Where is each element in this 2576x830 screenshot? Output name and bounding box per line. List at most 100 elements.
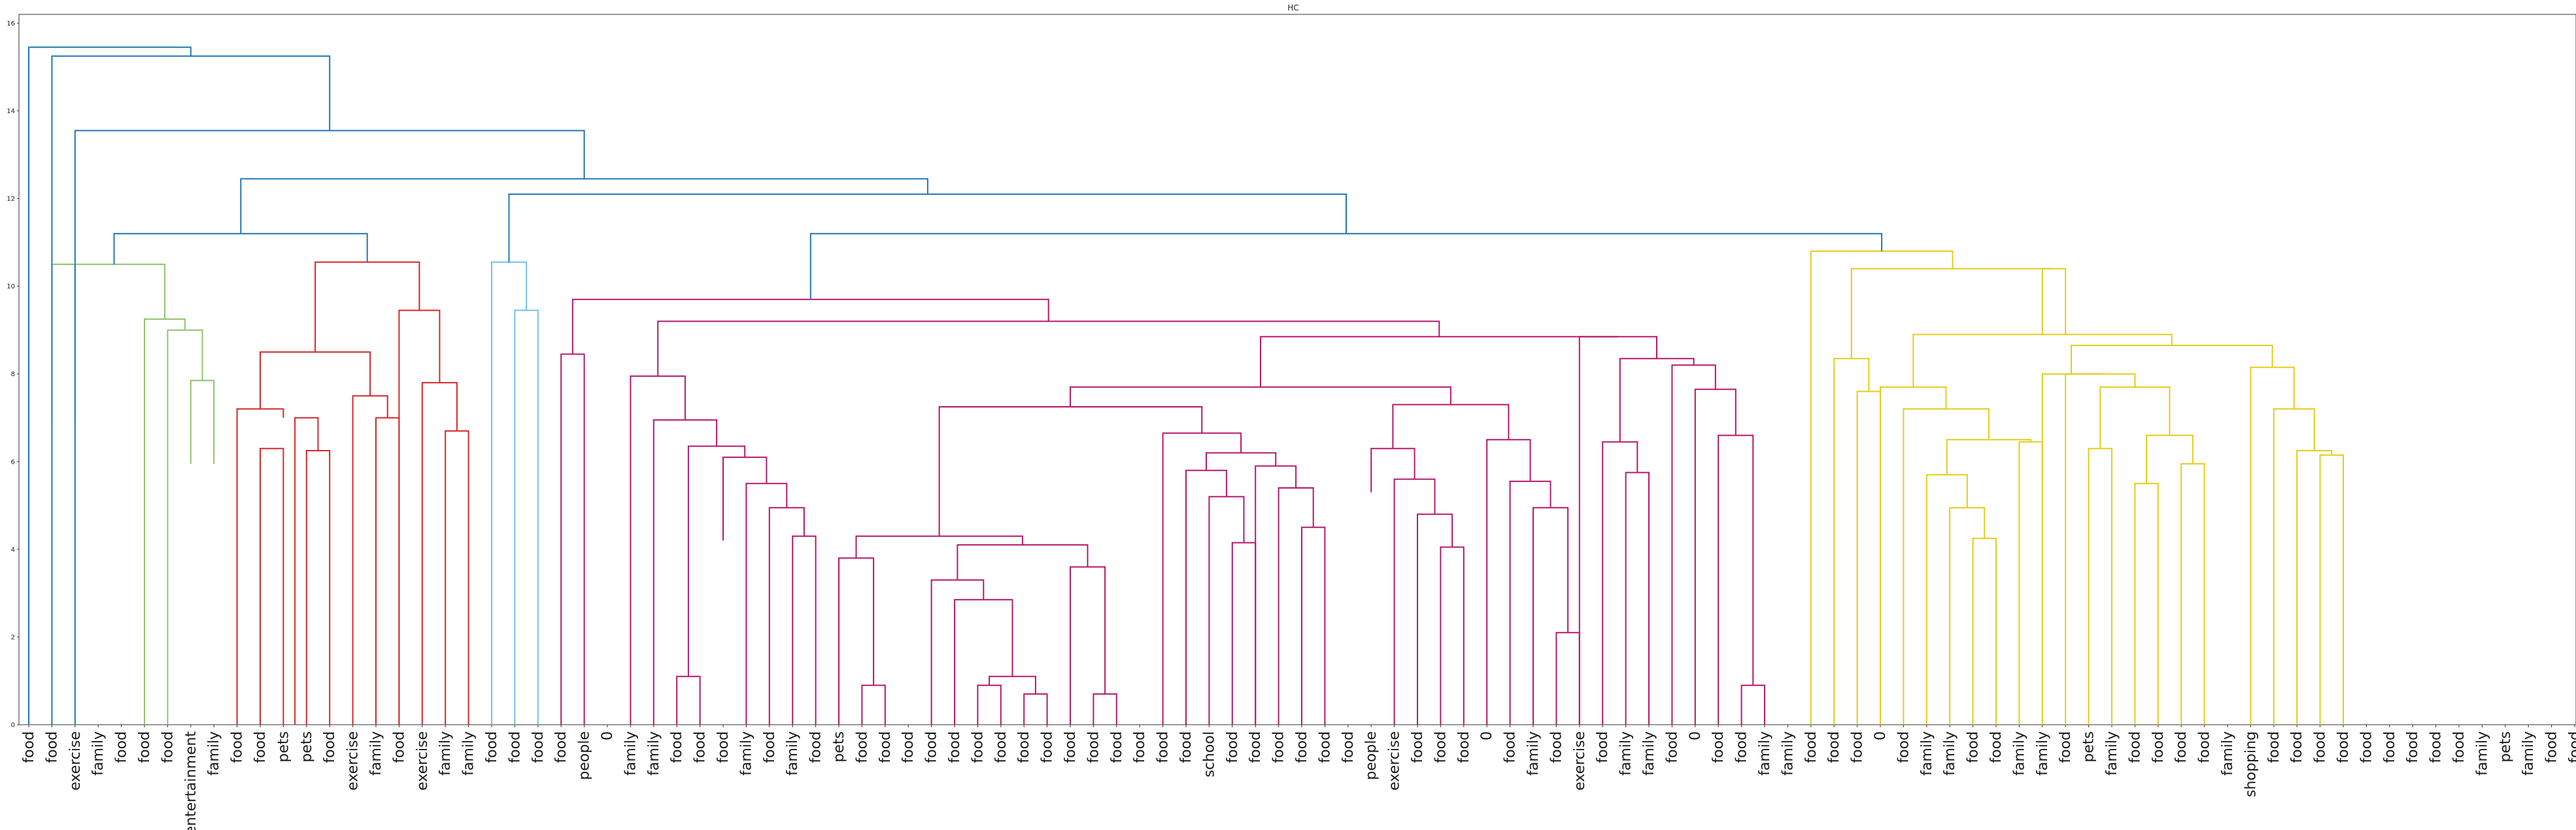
leaf-label: family	[90, 731, 107, 776]
dendrogram-link	[560, 353, 585, 725]
dendrogram-link	[855, 535, 1023, 559]
leaf-label: food	[1271, 731, 1287, 763]
dendrogram-link	[687, 445, 746, 677]
dendrogram-link	[809, 233, 1883, 300]
dendrogram-link	[1301, 527, 1326, 725]
leaf-label: food	[2058, 731, 2074, 763]
leaf-label: food	[1456, 731, 1472, 763]
dendrogram-link	[957, 544, 1089, 580]
dendrogram-link	[1880, 386, 1947, 725]
dendrogram-link	[305, 450, 331, 725]
leaf-label: food	[692, 731, 709, 763]
dendrogram-link	[1370, 447, 1415, 493]
leaf-label: food	[1664, 731, 1680, 763]
y-tick-label: 0	[11, 722, 15, 729]
dendrogram-link	[2018, 441, 2043, 725]
leaf-label: family	[1757, 731, 1773, 776]
leaf-label: family	[461, 731, 477, 776]
dendrogram-link	[1850, 268, 2054, 359]
dendrogram-link	[1694, 389, 1737, 725]
leaf-label: exercise	[415, 731, 431, 791]
leaf-label: food	[553, 731, 569, 763]
dendrogram-link	[1070, 386, 1451, 407]
y-axis: 0 2 4 6 8 10 12 14 16	[7, 20, 19, 729]
dendrogram-link	[190, 379, 215, 464]
dendrogram-link	[1208, 496, 1245, 725]
dendrogram-link	[861, 684, 886, 725]
y-tick-label: 14	[7, 108, 15, 115]
dendrogram-link	[722, 457, 768, 541]
dendrogram-link	[508, 193, 1347, 262]
dendrogram-link	[1393, 478, 1436, 725]
leaf-label: exercise	[67, 731, 84, 791]
leaf-label: food	[44, 731, 60, 763]
leaf-label: food	[970, 731, 986, 763]
leaf-label: food	[114, 731, 130, 763]
leaf-label: food	[2313, 731, 2329, 763]
leaf-label: food	[252, 731, 269, 763]
dendrogram-link	[445, 430, 469, 725]
leaf-label: food	[2197, 731, 2213, 763]
dendrogram-link	[63, 264, 165, 319]
dendrogram-link	[1185, 470, 1227, 725]
leaf-label: food	[507, 731, 523, 763]
leaf-label: food	[160, 731, 176, 763]
leaf-label: food	[484, 731, 500, 763]
leaf-label: 0	[1873, 731, 1889, 740]
dendrogram-link	[1578, 336, 1657, 725]
chart-title: HC	[1287, 3, 1298, 12]
dendrogram-link	[1602, 441, 1638, 725]
x-axis: food food exercise family food food food entert…	[21, 725, 2576, 830]
dendrogram-link	[657, 320, 1440, 377]
dendrogram-link	[1833, 358, 1870, 725]
leaf-label: food	[1340, 731, 1357, 763]
leaf-label: exercise	[1387, 731, 1403, 791]
leaf-label: family	[2011, 731, 2027, 776]
dendrogram-link	[1392, 404, 1510, 449]
dendrogram-link	[1740, 684, 1765, 725]
dendrogram-links	[28, 46, 2344, 725]
leaf-label: family	[1618, 731, 1635, 776]
y-tick-label: 12	[7, 196, 15, 203]
leaf-label: food	[900, 731, 917, 763]
leaf-label: food	[877, 731, 894, 763]
dendrogram-link	[2146, 434, 2194, 484]
leaf-label: food	[2567, 731, 2576, 763]
dendrogram-link	[1162, 432, 1242, 725]
plot-frame	[18, 14, 2576, 725]
leaf-label: food	[1016, 731, 1032, 763]
leaf-label: food	[1109, 731, 1125, 763]
dendrogram-link	[1925, 474, 1968, 725]
leaf-label: 0	[600, 731, 616, 740]
leaf-label: food	[322, 731, 338, 763]
leaf-label: food	[2266, 731, 2282, 763]
leaf-label: pets	[2081, 731, 2097, 763]
leaf-label: food	[1062, 731, 1079, 763]
leaf-label: food	[762, 731, 778, 763]
leaf-label: family	[1919, 731, 1935, 776]
dendrogram-link	[2088, 447, 2112, 725]
leaf-label: food	[993, 731, 1009, 763]
dendrogram-link	[571, 298, 1049, 354]
y-tick-label: 2	[11, 634, 15, 641]
leaf-label: pets	[2498, 731, 2514, 763]
leaf-label: food	[1595, 731, 1611, 763]
y-tick-label: 8	[11, 371, 15, 378]
dendrogram-link	[352, 395, 388, 725]
dendrogram-link	[398, 309, 441, 725]
leaf-label: food	[854, 731, 870, 763]
leaf-label: 0	[1687, 731, 1704, 740]
leaf-label: food	[137, 731, 153, 763]
leaf-label: people	[577, 731, 593, 780]
dendrogram-link	[2134, 483, 2159, 725]
leaf-label: food	[1502, 731, 1519, 763]
dendrogram-link	[1278, 487, 1314, 725]
dendrogram-link	[1903, 408, 1990, 725]
leaf-label: family	[1780, 731, 1796, 776]
leaf-label: pets	[831, 731, 847, 763]
leaf-label: food	[1040, 731, 1056, 763]
dendrogram-link	[514, 309, 539, 725]
dendrogram-link	[1440, 546, 1465, 725]
y-tick-label: 4	[11, 546, 15, 553]
leaf-label: food	[1850, 731, 1866, 763]
